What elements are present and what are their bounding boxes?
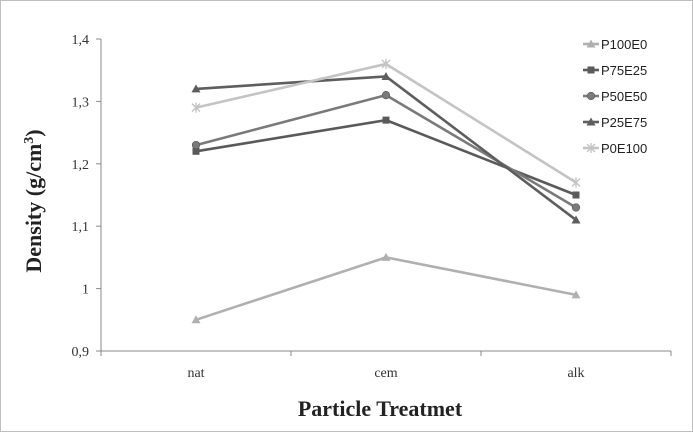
data-point-p0e100 (381, 58, 391, 69)
y-tick-label: 1,3 (72, 95, 90, 110)
data-point-p50e50 (571, 203, 581, 212)
legend-label-p25e75: P25E75 (601, 115, 647, 130)
legend-marker-p50e50 (586, 91, 596, 101)
y-axis-title-superscript: 3 (22, 137, 37, 144)
data-point-p50e50 (191, 140, 201, 150)
y-axis-title-text: Density (g/cm (21, 144, 46, 273)
data-point-p100e0 (191, 315, 201, 324)
x-tick-label: alk (567, 366, 584, 381)
y-tick-label: 1,1 (72, 220, 90, 235)
x-axis-title: Particle Treatmet (298, 396, 463, 421)
y-axis-title-close: ) (21, 129, 46, 136)
data-point-p100e0 (571, 290, 581, 299)
y-tick-label: 1,4 (72, 33, 90, 48)
data-point-p25e75 (571, 215, 581, 224)
data-point-p25e75 (191, 84, 201, 93)
legend-label-p100e0: P100E0 (601, 37, 647, 52)
data-point-p0e100 (571, 177, 581, 188)
data-point-p100e0 (381, 252, 391, 261)
data-point-p25e75 (381, 71, 391, 80)
y-tick-label: 1,2 (72, 158, 90, 173)
x-tick-label: cem (374, 366, 397, 381)
legend-marker-p25e75 (586, 117, 596, 126)
series-line-p50e50 (195, 93, 577, 209)
data-point-p0e100 (191, 102, 201, 113)
y-axis-title: Density (g/cm3) (21, 129, 46, 272)
y-tick-label: 1 (82, 283, 89, 298)
series-line-p100e0 (195, 256, 577, 322)
legend-label-p75e25: P75E25 (601, 63, 647, 78)
data-point-p75e25 (192, 147, 200, 155)
svg-text:Density (g/cm3): Density (g/cm3) (21, 129, 46, 272)
data-point-p75e25 (572, 191, 580, 199)
legend-label-p50e50: P50E50 (601, 89, 647, 104)
legend-marker-p100e0 (586, 39, 596, 48)
data-point-p75e25 (382, 116, 390, 124)
legend-marker-p75e25 (587, 66, 595, 74)
legend-label-p0e100: P0E100 (601, 141, 647, 156)
data-point-p50e50 (381, 91, 391, 100)
y-tick-label: 0,9 (72, 345, 90, 360)
x-tick-label: nat (187, 366, 204, 381)
legend-marker-p0e100 (586, 143, 596, 153)
